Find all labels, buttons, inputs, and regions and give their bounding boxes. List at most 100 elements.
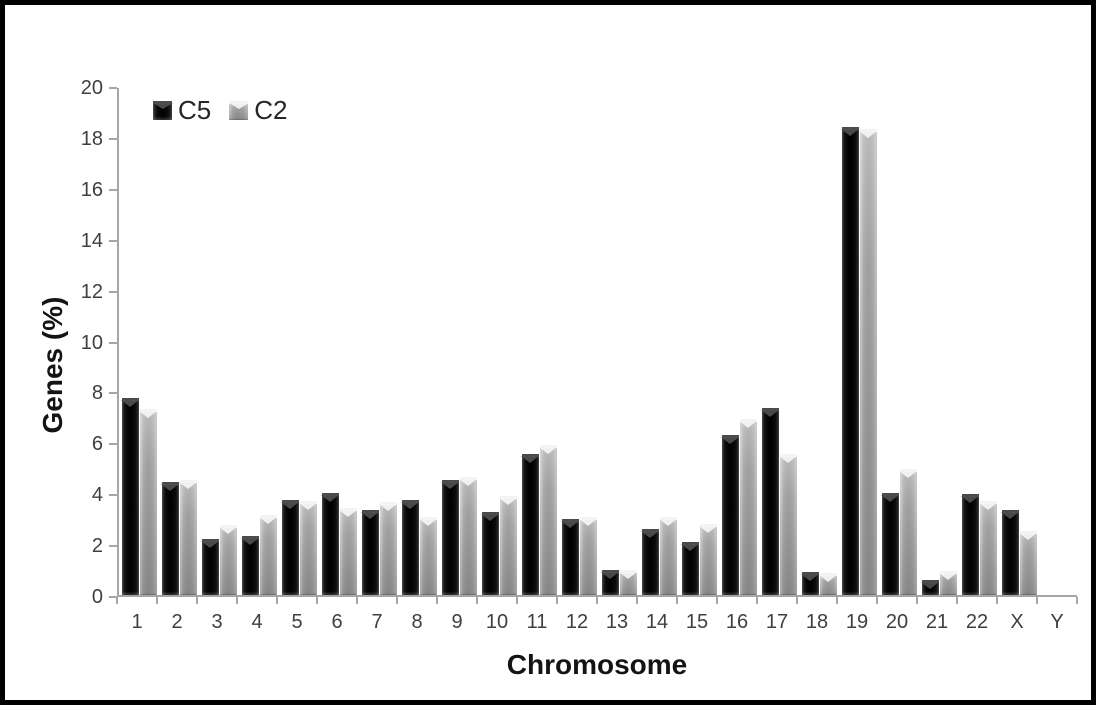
x-tick-label-20: 20 [885,611,909,633]
x-tick-mark [476,597,478,604]
y-axis-title: Genes (%) [37,296,68,434]
category-group-12 [559,88,599,595]
x-tick-mark [1076,597,1078,604]
bar-c2-chr21 [939,571,957,595]
y-tick-label: 20 [80,77,103,99]
bar-c2-chr9 [459,477,477,595]
x-tick-mark [396,597,398,604]
y-tick-label: 4 [91,484,103,507]
bar-c2-chrX [1019,531,1037,595]
bar-c2-chr17 [779,454,797,595]
bar-c2-chr1 [139,409,157,595]
legend-item-c5: C5 [153,97,211,123]
y-tick-mark [109,239,117,242]
x-tick-label-Y: Y [1050,611,1064,633]
bar-c5-chr20 [881,493,899,595]
category-group-15 [679,88,719,595]
category-group-16 [719,88,759,595]
bar-c2-chr6 [339,508,357,595]
bar-c2-chr3 [219,525,237,595]
category-group-20 [879,88,919,595]
bar-c5-chr7 [361,510,379,595]
legend-label-c2: C2 [254,95,288,125]
legend-item-c2: C2 [229,95,288,125]
bar-c5-chr1 [121,398,139,595]
bar-c5-chr17 [761,408,779,595]
bar-c5-chr4 [241,536,259,595]
bar-c2-chr18 [819,573,837,595]
x-tick-mark [836,597,838,604]
x-tick-mark [196,597,198,604]
bar-c2-chr15 [699,524,717,595]
x-tick-mark [636,597,638,604]
bar-c5-chr2 [161,482,179,595]
bar-c2-chr8 [419,517,437,595]
y-tick-mark [109,443,117,446]
y-tick-mark [109,545,117,548]
bar-c5-chr5 [281,500,299,595]
x-tick-label-6: 6 [331,611,343,633]
plot-area [117,88,1077,597]
bar-c5-chr14 [641,529,659,595]
category-group-7 [359,88,399,595]
x-tick-mark [236,597,238,604]
x-tick-label-11: 11 [526,611,548,633]
category-group-1 [119,88,159,595]
x-tick-label-18: 18 [805,611,829,633]
x-tick-mark [796,597,798,604]
legend: C5 C2 [153,97,288,123]
x-tick-label-14: 14 [645,611,669,633]
bar-c5-chrX [1001,510,1019,595]
legend-swatch-c5 [153,100,172,120]
category-group-X [999,88,1039,595]
bar-c5-chr6 [321,493,339,595]
category-group-8 [399,88,439,595]
x-tick-label-X: X [1010,611,1024,633]
x-tick-label-1: 1 [131,611,143,633]
x-tick-mark [356,597,358,604]
legend-label-c5: C5 [178,95,212,125]
x-tick-mark [716,597,718,604]
x-tick-mark [676,597,678,604]
bar-c5-chr9 [441,480,459,595]
bar-c2-chr11 [539,445,557,595]
x-tick-label-21: 21 [925,611,949,633]
x-tick-label-4: 4 [251,611,263,633]
x-tick-mark [556,597,558,604]
bar-c5-chr22 [961,494,979,595]
bar-c2-chr13 [619,570,637,595]
category-group-2 [159,88,199,595]
y-tick-mark [109,596,117,598]
category-group-9 [439,88,479,595]
bar-c5-chr16 [721,435,739,595]
category-group-11 [519,88,559,595]
x-tick-mark [156,597,158,604]
bar-c5-chr12 [561,519,579,595]
x-tick-mark [316,597,318,604]
x-tick-label-7: 7 [371,611,383,633]
bar-c2-chr10 [499,496,517,595]
category-group-18 [799,88,839,595]
bar-c5-chr10 [481,512,499,595]
x-axis-title: Chromosome [506,649,688,680]
category-group-21 [919,88,959,595]
x-tick-mark [916,597,918,604]
x-tick-mark [756,597,758,604]
y-tick-mark [109,392,117,395]
category-group-19 [839,88,879,595]
x-tick-mark [116,597,118,604]
x-tick-mark [436,597,438,604]
y-tick-mark [109,494,117,497]
x-tick-label-2: 2 [171,611,183,633]
x-tick-label-13: 13 [605,611,629,633]
category-group-4 [239,88,279,595]
y-tick-mark [109,290,117,293]
y-tick-label: 0 [91,586,103,608]
x-tick-label-17: 17 [765,611,789,633]
x-tick-label-10: 10 [485,611,509,633]
bar-c5-chr13 [601,570,619,595]
y-tick-label: 2 [91,535,103,558]
x-tick-label-12: 12 [565,611,589,633]
x-tick-mark [1036,597,1038,604]
